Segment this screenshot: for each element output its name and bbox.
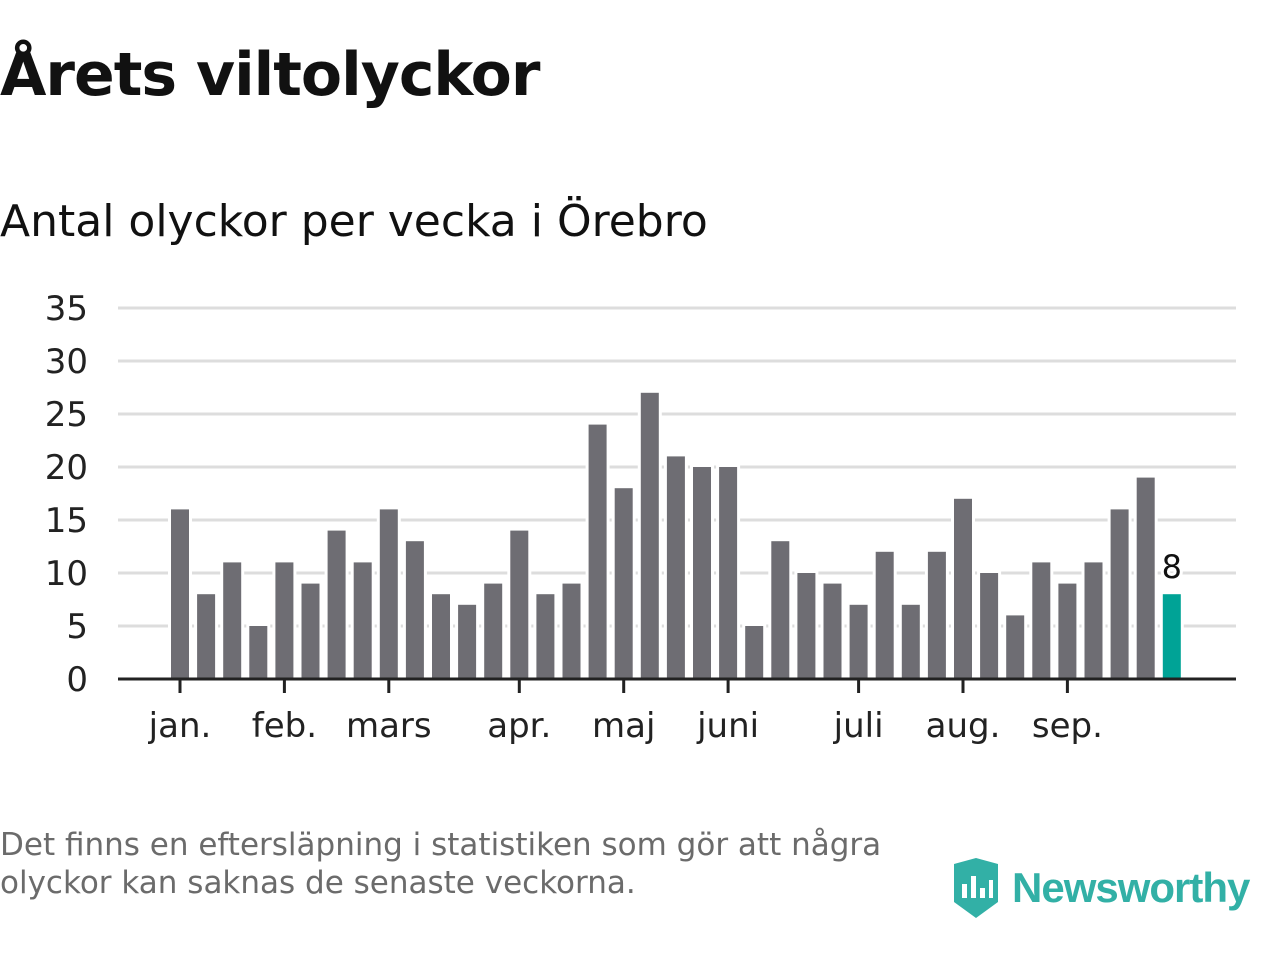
bar — [690, 464, 714, 682]
bar — [246, 623, 271, 682]
bar — [324, 527, 349, 682]
bar — [768, 538, 793, 683]
bar — [1133, 474, 1158, 682]
bar — [611, 485, 636, 682]
newsworthy-logo-text: Newsworthy — [1012, 864, 1250, 911]
y-tick-label: 5 — [66, 607, 88, 647]
x-tick-label: apr. — [487, 706, 551, 746]
bar — [533, 591, 558, 683]
x-tick-label: jan. — [148, 706, 212, 746]
bar — [1029, 559, 1054, 682]
x-tick-label: juli — [833, 706, 884, 746]
bar — [1055, 580, 1080, 683]
bar — [168, 506, 192, 682]
y-axis-ticks: 0 5 10 15 20 25 30 35 — [45, 289, 88, 700]
bar — [846, 601, 871, 682]
bar — [429, 591, 453, 683]
y-tick-label: 20 — [45, 448, 88, 488]
bar-highlight — [1159, 591, 1184, 683]
bar — [1107, 506, 1132, 682]
bar — [872, 548, 897, 682]
x-tick-label: maj — [592, 706, 655, 746]
bar — [298, 580, 323, 683]
bar — [924, 548, 949, 682]
page-title: Årets viltolyckor — [0, 40, 540, 110]
footnote: Det finns en eftersläpning i statistiken… — [0, 827, 882, 901]
y-tick-label: 0 — [66, 660, 88, 700]
bar — [350, 559, 375, 682]
y-tick-label: 10 — [45, 554, 88, 594]
newsworthy-logo: Newsworthy — [950, 856, 1250, 920]
bar — [376, 506, 401, 682]
x-tick-label: mars — [346, 706, 432, 746]
bars: 8 — [168, 389, 1185, 683]
bar — [585, 421, 610, 682]
bar — [402, 538, 427, 683]
bar — [507, 527, 532, 682]
bar — [637, 389, 662, 683]
bar — [716, 464, 741, 682]
data-label: 8 — [1162, 548, 1182, 586]
bar — [977, 570, 1002, 682]
bar — [194, 591, 219, 683]
x-tick-label: sep. — [1032, 706, 1103, 746]
x-tick-label: juni — [696, 706, 759, 746]
bar — [272, 559, 297, 682]
bar — [951, 495, 975, 682]
bar — [1003, 612, 1028, 682]
bar — [455, 601, 480, 682]
bar — [898, 601, 923, 682]
bar — [481, 580, 506, 683]
bar — [1081, 559, 1106, 682]
chart-title: Antal olyckor per vecka i Örebro — [0, 196, 708, 247]
y-tick-label: 30 — [45, 342, 88, 382]
bar — [794, 570, 819, 682]
x-axis: jan. feb. mars apr. maj juni juli aug. sep. — [118, 677, 1236, 746]
bar-chart: 0 5 10 15 20 25 30 35 8 jan. feb. mars apr. maj juni… — [45, 289, 1236, 746]
x-tick-label: feb. — [252, 706, 317, 746]
y-tick-label: 25 — [45, 395, 88, 435]
newsworthy-logo-icon — [954, 858, 998, 918]
y-tick-label: 35 — [45, 289, 88, 329]
bar — [559, 580, 584, 683]
bar — [742, 623, 767, 682]
bar — [820, 580, 845, 683]
x-tick-label: aug. — [926, 706, 1001, 746]
bar — [220, 559, 245, 682]
y-tick-label: 15 — [45, 501, 88, 541]
bar — [663, 453, 688, 682]
